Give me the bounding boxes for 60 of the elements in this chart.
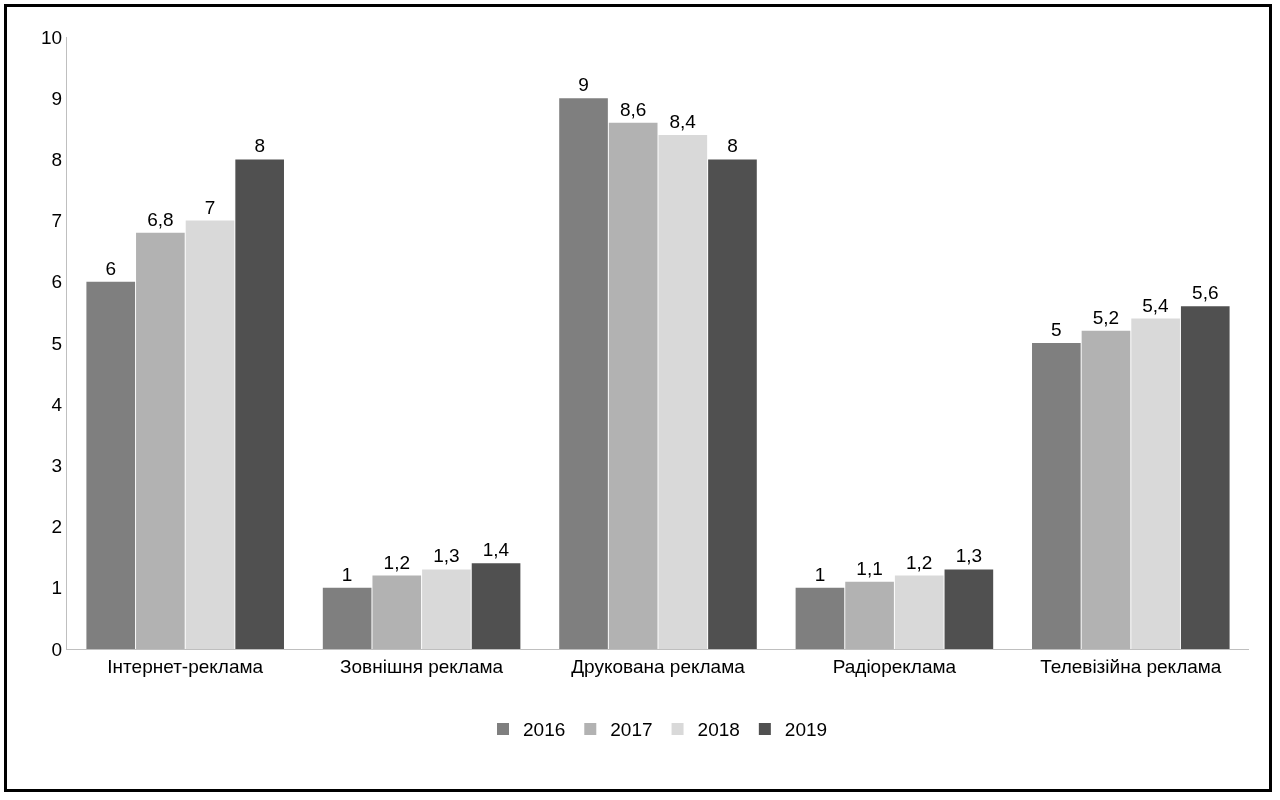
y-tick-label: 1	[51, 577, 63, 599]
data-label: 1,4	[482, 539, 510, 561]
data-label: 5,4	[1142, 294, 1170, 316]
bar	[845, 581, 894, 649]
legend-label: 2018	[697, 719, 740, 741]
y-tick-label: 7	[51, 210, 63, 232]
bar	[658, 134, 708, 649]
data-label: 1,1	[856, 557, 883, 579]
bar	[86, 281, 136, 649]
data-label: 1,3	[955, 545, 983, 567]
y-tick-label: 10	[41, 26, 63, 48]
y-tick-label: 9	[51, 87, 63, 109]
y-tick-label: 6	[51, 271, 63, 293]
data-label: 6	[105, 257, 117, 279]
bar	[1081, 330, 1131, 649]
bar	[559, 98, 608, 649]
legend-label: 2019	[784, 719, 828, 741]
data-label: 9	[578, 74, 589, 96]
y-tick-label: 3	[51, 455, 63, 477]
y-tick-label: 5	[51, 332, 63, 354]
bar	[422, 569, 471, 649]
x-tick-label: Радіореклама	[832, 655, 957, 677]
y-tick-label: 8	[51, 149, 63, 171]
data-label: 1,2	[906, 551, 933, 573]
bar	[136, 232, 185, 649]
legend-label: 2016	[523, 719, 566, 741]
data-label: 7	[204, 196, 216, 218]
data-label: 8	[254, 135, 265, 157]
bar	[322, 587, 372, 649]
bar	[944, 569, 994, 649]
bar	[235, 159, 284, 649]
bar	[1032, 343, 1081, 649]
x-tick-label: Зовнішня реклама	[340, 655, 504, 677]
data-label: 1	[814, 563, 826, 585]
y-tick-label: 2	[51, 516, 63, 538]
data-label: 1,2	[383, 551, 410, 573]
x-tick-label: Телевізійна реклама	[1040, 655, 1222, 677]
data-label: 6,8	[147, 208, 174, 230]
bar	[1131, 318, 1180, 649]
bar	[1180, 306, 1230, 649]
data-label: 8,4	[669, 110, 697, 132]
data-label: 1,3	[433, 545, 460, 567]
data-label: 5,6	[1192, 282, 1219, 304]
y-tick-label: 4	[51, 393, 63, 415]
bar	[708, 159, 757, 649]
data-label: 8,6	[619, 98, 647, 120]
bar	[185, 220, 235, 649]
y-tick-label: 0	[51, 638, 63, 660]
data-label: 1	[341, 563, 353, 585]
bar	[795, 587, 845, 649]
data-label: 5	[1051, 319, 1062, 340]
data-label: 5,2	[1092, 306, 1120, 328]
data-label: 8	[727, 135, 738, 157]
bar	[372, 575, 422, 649]
x-tick-label: Друкована реклама	[571, 655, 746, 677]
legend-label: 2017	[610, 719, 653, 741]
bar	[894, 575, 944, 649]
bar	[471, 563, 521, 649]
x-tick-label: Інтернет-реклама	[107, 655, 264, 677]
bar	[608, 122, 658, 649]
